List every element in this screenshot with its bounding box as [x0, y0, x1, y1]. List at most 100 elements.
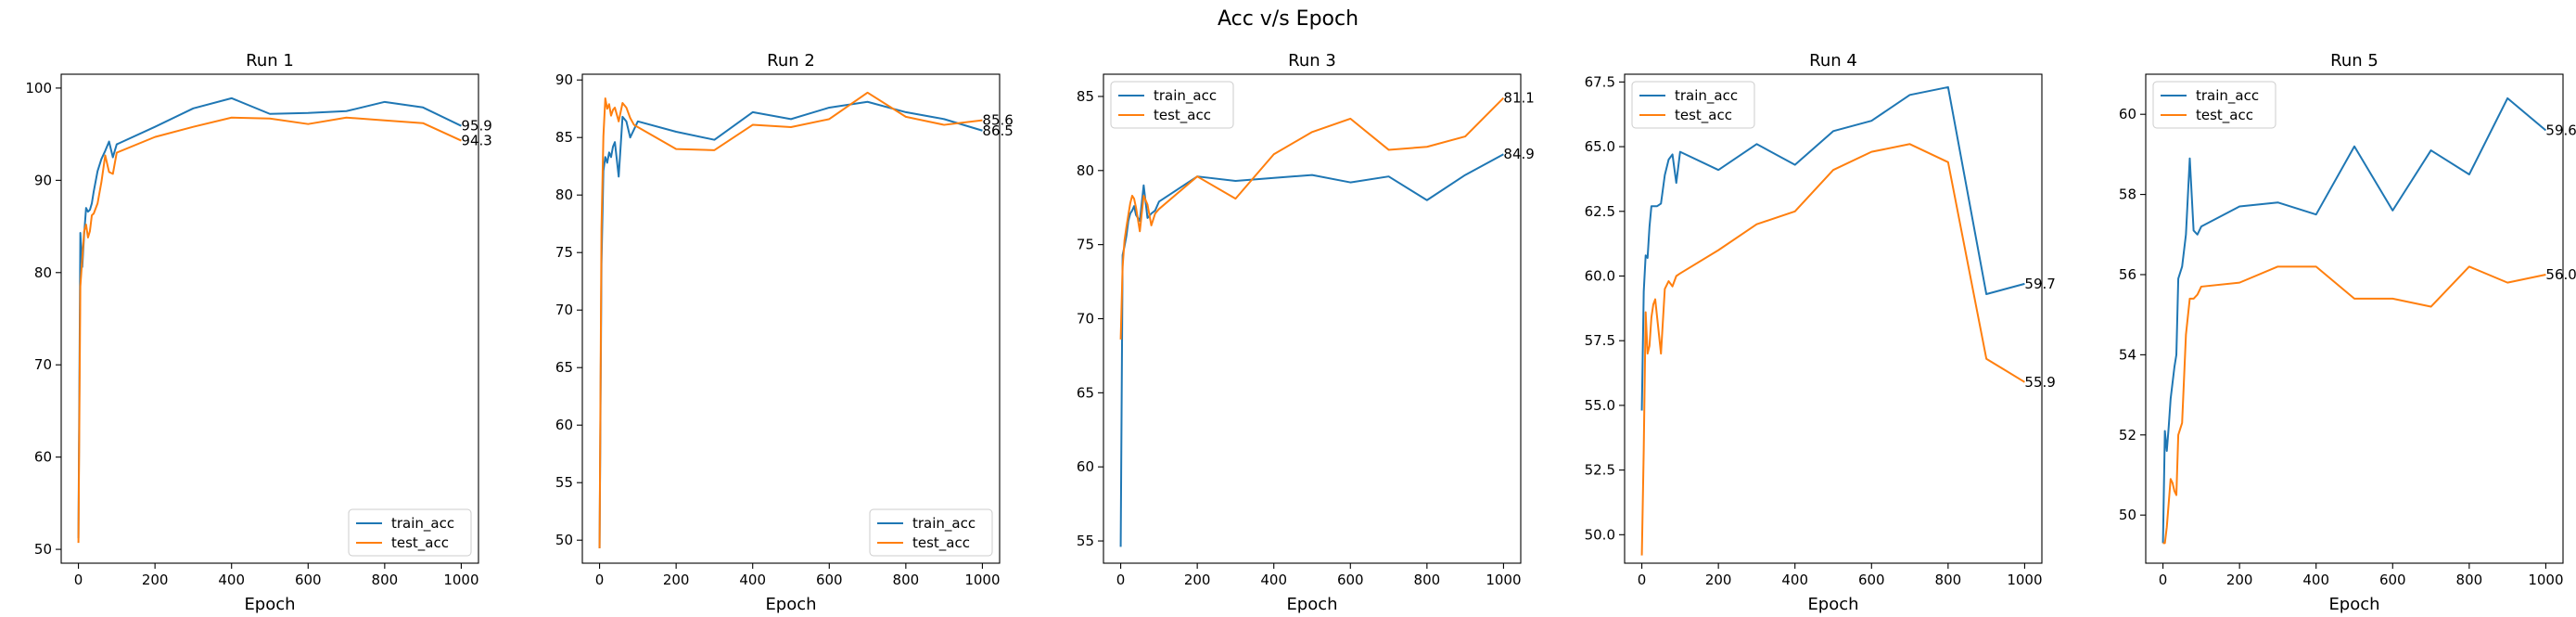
y-tick-label: 55.0: [1585, 397, 1615, 414]
x-tick-label: 200: [1705, 572, 1732, 588]
legend-label-test-acc: test_acc: [1154, 107, 1211, 124]
y-tick-label: 60.0: [1585, 267, 1615, 284]
legend-box: [348, 508, 472, 557]
subplot-run-5: Run 5 0 200 400 600 800 1000 50 52 54 56 58 60 Epoch 5…: [2119, 51, 2576, 614]
end-value-label: 84.9: [1503, 146, 1534, 162]
x-tick-label: 1000: [2007, 572, 2042, 588]
end-value-label: 95.9: [461, 118, 491, 135]
x-tick-label: 0: [595, 572, 605, 588]
x-axis-label: Epoch: [765, 595, 816, 614]
legend-label-test-acc: test_acc: [391, 534, 449, 552]
legend-label-train-acc: train_acc: [1154, 87, 1217, 105]
y-tick-label: 54: [2119, 346, 2136, 363]
x-tick-label: 600: [816, 572, 843, 588]
y-tick-label: 55: [1077, 533, 1094, 549]
legend-label-test-acc: test_acc: [912, 534, 970, 552]
x-tick-label: 400: [2302, 572, 2329, 588]
x-tick-label: 1000: [443, 572, 478, 588]
axes-frame: [1103, 73, 1522, 564]
x-tick-label: 0: [1638, 572, 1647, 588]
x-tick-label: 200: [1184, 572, 1211, 588]
y-tick-label: 58: [2119, 186, 2136, 203]
end-value-label: 56.0: [2545, 266, 2576, 283]
legend: train_acc test_acc: [1110, 81, 1234, 129]
x-tick-label: 200: [663, 572, 690, 588]
end-value-label: 59.6: [2545, 122, 2576, 138]
subplot-title: Run 1: [246, 51, 294, 71]
y-tick-label: 57.5: [1585, 332, 1615, 349]
y-tick-label: 67.5: [1585, 73, 1615, 90]
y-tick-label: 80: [555, 186, 573, 203]
y-tick-label: 70: [34, 356, 52, 373]
x-tick-label: 400: [218, 572, 245, 588]
y-tick-label: 65.0: [1585, 138, 1615, 155]
subplot-run-3: Run 3 0 200 400 600 800 1000 55 60 65 70 75 80 85 Epoc…: [1077, 51, 1535, 614]
subplot-title: Run 5: [2330, 51, 2378, 71]
y-tick-label: 80: [34, 264, 52, 281]
legend-box: [869, 508, 993, 557]
end-value-label: 86.5: [982, 122, 1013, 139]
y-tick-label: 75: [1077, 237, 1094, 253]
axes-frame: [581, 73, 1001, 564]
end-value-label: 85.6: [982, 112, 1013, 129]
subplot-run-2: Run 2 0 200 400 600 800 1000 50 55 60 65 70 75 80 85 90…: [555, 51, 1014, 614]
legend-box: [2152, 81, 2276, 129]
legend-label-test-acc: test_acc: [1675, 107, 1732, 124]
y-tick-label: 60: [34, 449, 52, 466]
y-tick-label: 65: [1077, 384, 1094, 401]
y-tick-label: 70: [555, 302, 573, 318]
end-value-label: 55.9: [2024, 374, 2055, 391]
series-line-train-acc: [77, 96, 462, 539]
x-tick-label: 400: [1260, 572, 1287, 588]
series-line-test-acc: [598, 91, 983, 548]
y-tick-label: 50: [555, 532, 573, 548]
x-tick-label: 200: [2226, 572, 2253, 588]
subplot-title: Run 2: [767, 51, 815, 71]
legend-label-train-acc: train_acc: [912, 515, 976, 533]
x-tick-label: 600: [1337, 572, 1364, 588]
series-line-test-acc: [77, 116, 462, 544]
y-tick-label: 90: [555, 71, 573, 88]
y-tick-label: 56: [2119, 266, 2136, 283]
y-tick-label: 100: [25, 80, 52, 96]
x-tick-label: 600: [1858, 572, 1885, 588]
legend-label-train-acc: train_acc: [391, 515, 454, 533]
x-tick-label: 400: [739, 572, 766, 588]
legend-label-train-acc: train_acc: [1675, 87, 1738, 105]
y-tick-label: 50: [34, 541, 52, 558]
subplot-title: Run 3: [1288, 51, 1336, 71]
x-tick-label: 0: [74, 572, 83, 588]
axes-frame: [1624, 73, 2043, 564]
legend: train_acc test_acc: [2152, 81, 2276, 129]
subplot-run-1: Run 1 0 200 400 600 800 1000 50 60 70 80 90 100 Epoch…: [25, 51, 491, 614]
y-tick-label: 50.0: [1585, 526, 1615, 543]
y-tick-label: 85: [555, 129, 573, 146]
x-tick-label: 1000: [2528, 572, 2563, 588]
legend-label-train-acc: train_acc: [2196, 87, 2259, 105]
series-line-train-acc: [1640, 85, 2025, 411]
series-line-train-acc: [2162, 96, 2547, 544]
y-tick-label: 75: [555, 244, 573, 261]
x-tick-label: 800: [372, 572, 399, 588]
y-tick-label: 50: [2119, 507, 2136, 523]
y-tick-label: 70: [1077, 311, 1094, 328]
y-tick-label: 65: [555, 359, 573, 376]
x-tick-label: 800: [2456, 572, 2483, 588]
series-line-test-acc: [1119, 96, 1505, 340]
legend-label-test-acc: test_acc: [2196, 107, 2253, 124]
x-axis-label: Epoch: [2328, 595, 2379, 614]
x-axis-label: Epoch: [244, 595, 295, 614]
end-value-label: 59.7: [2024, 276, 2055, 292]
x-tick-label: 800: [1935, 572, 1962, 588]
axes-frame: [2145, 73, 2564, 564]
y-tick-label: 80: [1077, 162, 1094, 179]
x-tick-label: 0: [2159, 572, 2168, 588]
y-tick-label: 52: [2119, 427, 2136, 443]
y-tick-label: 85: [1077, 88, 1094, 105]
series-line-train-acc: [1119, 153, 1504, 547]
subplot-title: Run 4: [1809, 51, 1857, 71]
subplot-run-4: Run 4 0 200 400 600 800 1000 50.0 52.5 55.0 57.5 60…: [1585, 51, 2056, 614]
